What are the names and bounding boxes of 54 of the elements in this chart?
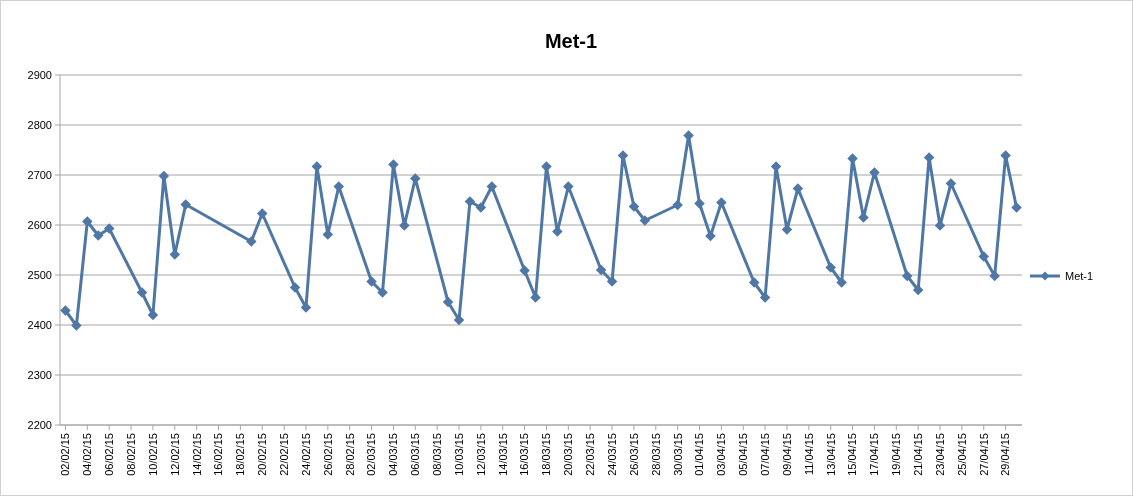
x-tick-label: 15/04/15	[846, 433, 859, 476]
x-tick-label: 09/04/15	[780, 433, 793, 476]
y-tick-label: 2600	[27, 218, 52, 231]
y-tick-label: 2700	[27, 168, 52, 181]
y-tick-label: 2200	[27, 418, 52, 431]
x-tick-label: 20/02/15	[256, 433, 269, 476]
x-tick-label: 23/04/15	[933, 433, 946, 476]
x-tick-label: 02/02/15	[59, 433, 72, 476]
x-tick-label: 11/04/15	[802, 433, 815, 476]
x-tick-label: 03/04/15	[715, 433, 728, 476]
x-tick-label: 24/03/15	[605, 433, 618, 476]
x-tick-label: 27/04/15	[977, 433, 990, 476]
x-tick-label: 14/03/15	[496, 433, 509, 476]
chart-title: Met-1	[544, 30, 598, 52]
x-tick-label: 26/02/15	[321, 433, 334, 476]
x-tick-label: 24/02/15	[299, 433, 312, 476]
x-tick-label: 20/03/15	[562, 433, 575, 476]
y-tick-label: 2500	[27, 268, 52, 281]
x-tick-label: 06/03/15	[409, 433, 422, 476]
y-tick-label: 2400	[27, 318, 52, 331]
x-tick-label: 19/04/15	[890, 433, 903, 476]
x-tick-label: 16/03/15	[518, 433, 531, 476]
x-tick-label: 01/04/15	[693, 433, 706, 476]
x-tick-label: 13/04/15	[824, 433, 837, 476]
x-tick-label: 12/03/15	[474, 433, 487, 476]
x-tick-label: 18/03/15	[540, 433, 553, 476]
x-tick-label: 08/02/15	[124, 433, 137, 476]
x-tick-label: 06/02/15	[103, 433, 116, 476]
x-tick-label: 07/04/15	[758, 433, 771, 476]
x-tick-label: 29/04/15	[999, 433, 1012, 476]
y-tick-label: 2300	[27, 368, 52, 381]
x-tick-label: 12/02/15	[168, 433, 181, 476]
x-tick-label: 02/03/15	[365, 433, 378, 476]
x-tick-label: 22/02/15	[277, 433, 290, 476]
x-tick-label: 17/04/15	[868, 433, 881, 476]
legend-label: Met-1	[1065, 269, 1094, 282]
x-tick-label: 21/04/15	[912, 433, 924, 476]
x-tick-label: 16/02/15	[212, 433, 225, 476]
x-tick-label: 05/04/15	[737, 433, 750, 476]
x-tick-label: 14/02/15	[190, 433, 203, 476]
x-tick-label: 10/03/15	[452, 433, 465, 476]
y-tick-label: 2800	[27, 118, 52, 131]
x-tick-label: 30/03/15	[671, 433, 684, 476]
x-tick-label: 18/02/15	[234, 433, 247, 476]
x-tick-label: 28/03/15	[649, 433, 662, 476]
x-tick-label: 25/04/15	[955, 433, 968, 476]
x-tick-label: 04/03/15	[387, 433, 400, 476]
x-tick-label: 22/03/15	[584, 433, 597, 476]
y-tick-label: 2900	[27, 68, 52, 81]
x-tick-label: 10/02/15	[146, 433, 159, 476]
x-tick-label: 04/02/15	[81, 433, 94, 476]
x-tick-label: 26/03/15	[627, 433, 640, 476]
x-tick-label: 28/02/15	[343, 433, 356, 476]
x-tick-label: 08/03/15	[431, 433, 443, 476]
